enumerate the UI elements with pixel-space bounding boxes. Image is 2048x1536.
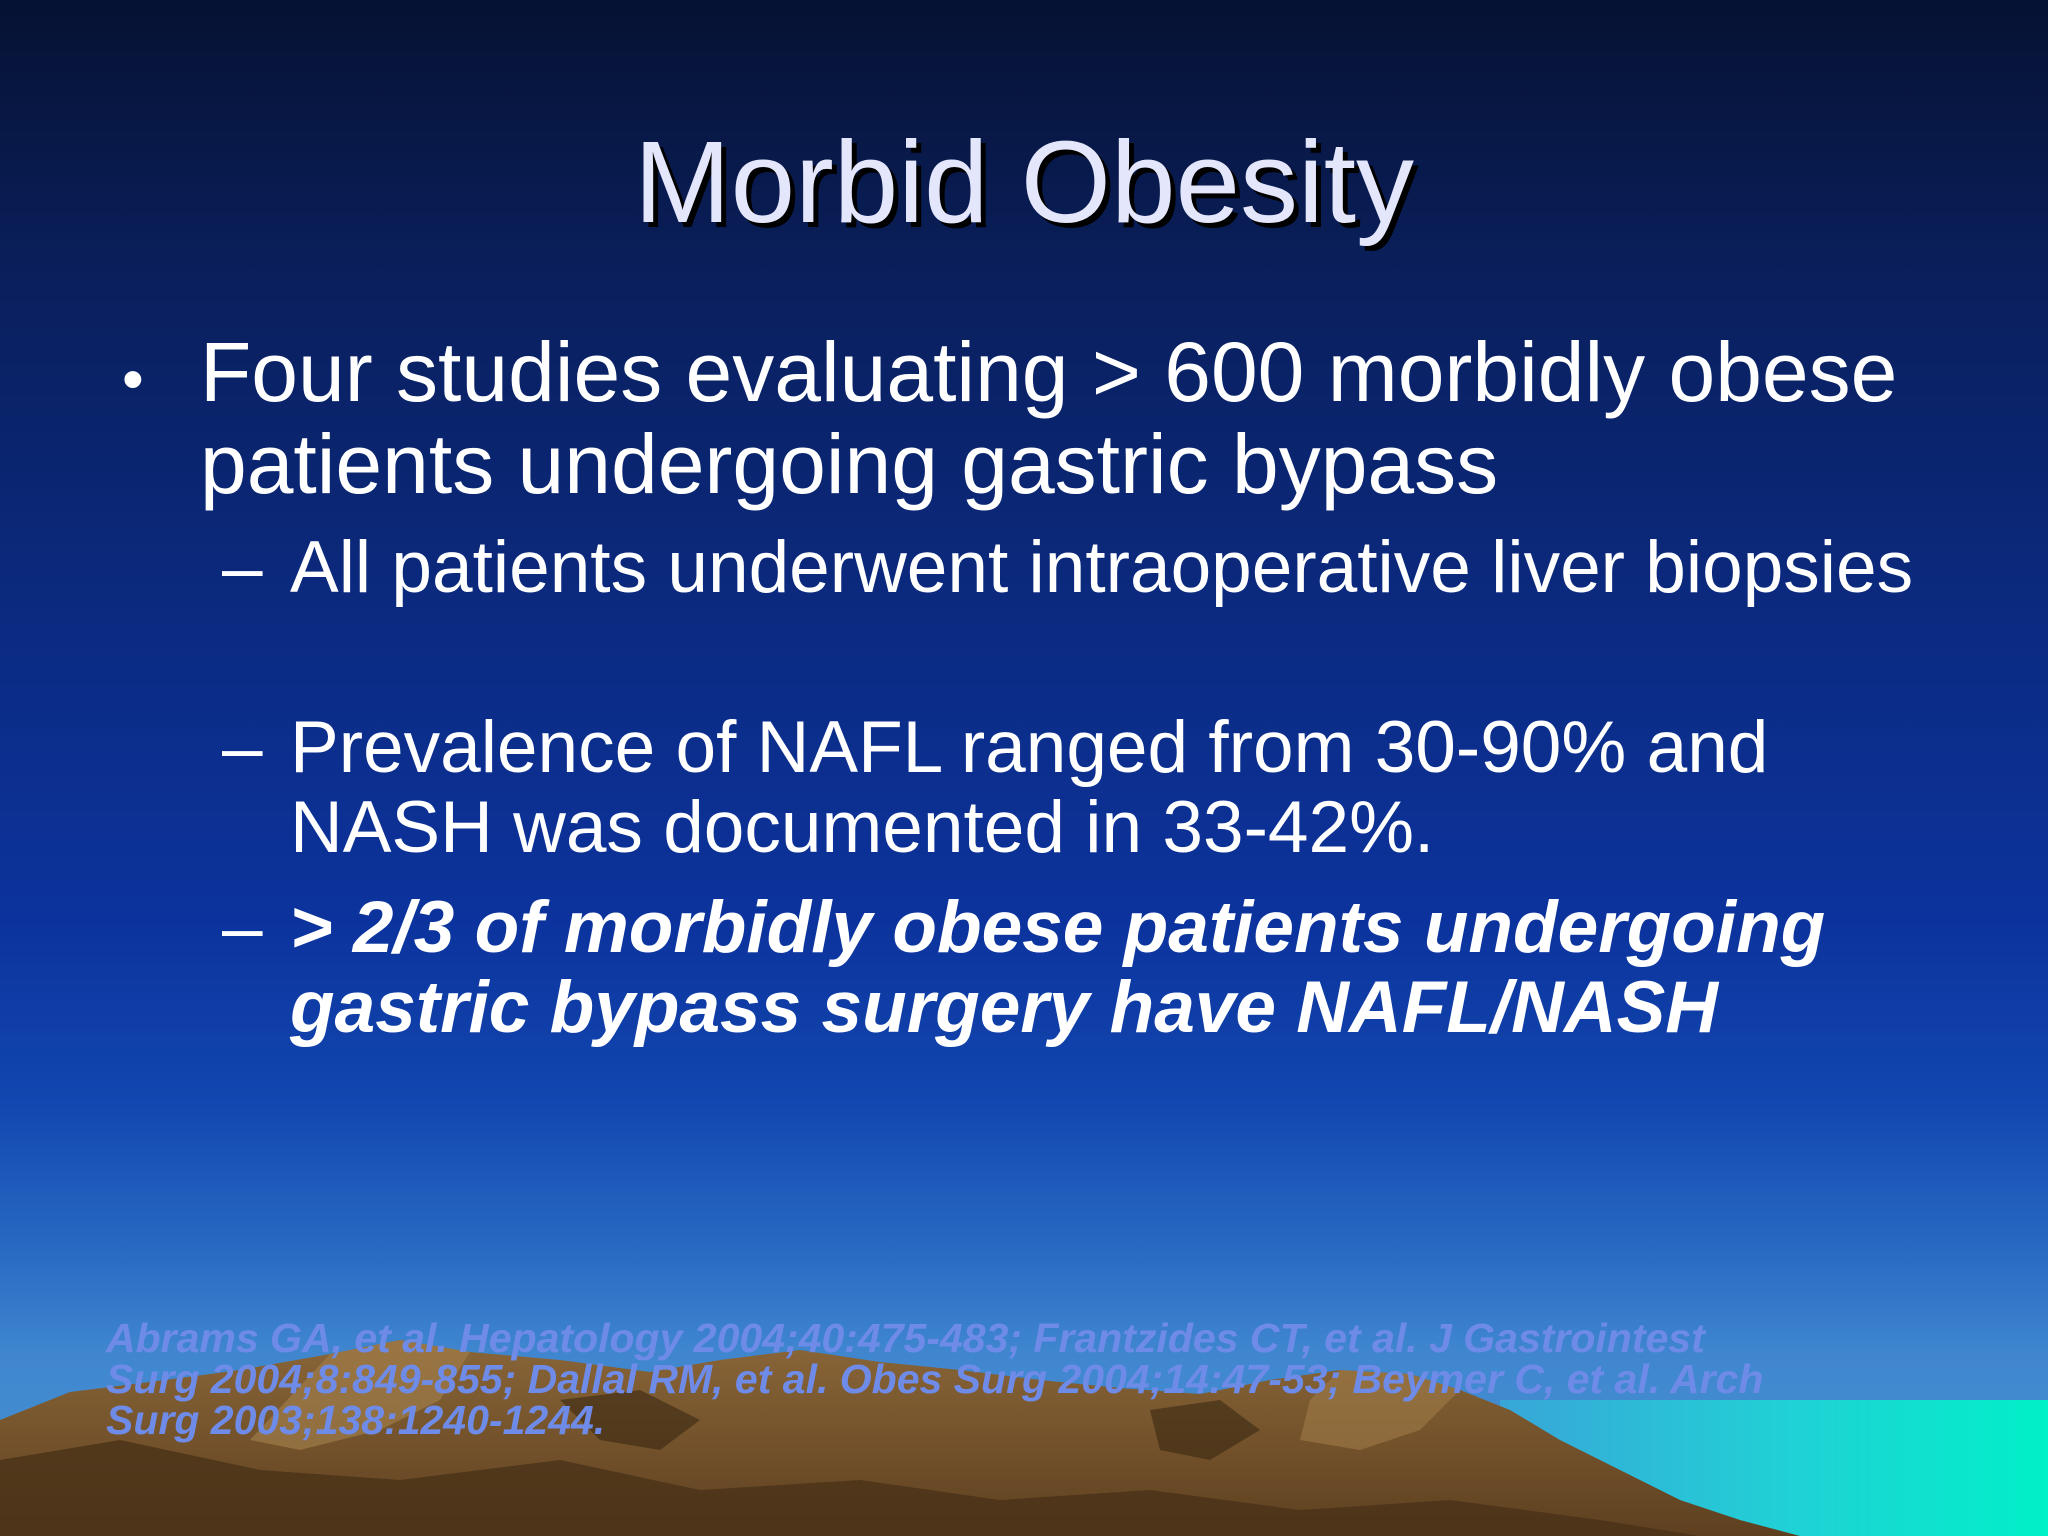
sub-bullet-emphasis: – > 2/3 of morbidly obese patients under…: [222, 888, 1982, 1048]
mountain-shadow: [1150, 1400, 1260, 1460]
sub-bullet-dash: –: [222, 707, 263, 788]
sub-bullet-text: Prevalence of NAFL ranged from 30-90% an…: [290, 707, 1769, 868]
main-bullet-text: Four studies evaluating > 600 morbidly o…: [200, 325, 1898, 511]
sub-bullet-text: All patients underwent intraoperative li…: [290, 527, 1914, 608]
sub-bullet-text: > 2/3 of morbidly obese patients undergo…: [290, 887, 1826, 1048]
mountain-shadow: [560, 1390, 700, 1450]
bullet-marker: •: [122, 345, 144, 414]
mountain-highlight: [250, 1340, 470, 1450]
mountain-shadow: [0, 1440, 1700, 1536]
sub-bullet: – All patients underwent intraoperative …: [222, 528, 1982, 608]
slide-title: Morbid Obesity: [633, 117, 1415, 247]
sub-bullet-dash: –: [222, 887, 263, 968]
sub-bullet: – Prevalence of NAFL ranged from 30-90% …: [222, 708, 1982, 868]
sub-bullet-dash: –: [222, 527, 263, 608]
citation-references: Abrams GA, et al. Hepatology 2004;40:475…: [106, 1315, 1764, 1443]
mountain-highlight: [1300, 1370, 1460, 1450]
